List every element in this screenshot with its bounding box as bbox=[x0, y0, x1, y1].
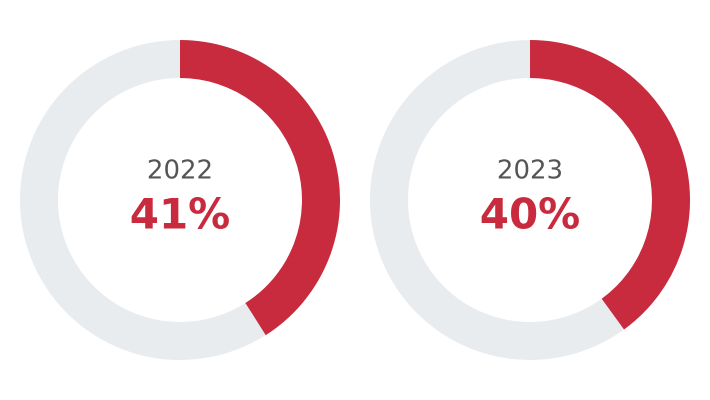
donut-arc bbox=[529, 40, 690, 330]
donut-value: 41% bbox=[130, 190, 231, 239]
donut-value: 40% bbox=[480, 190, 581, 239]
donut-year: 2023 bbox=[497, 156, 563, 186]
donut-arc bbox=[179, 40, 340, 336]
donut-year: 2022 bbox=[147, 156, 213, 186]
